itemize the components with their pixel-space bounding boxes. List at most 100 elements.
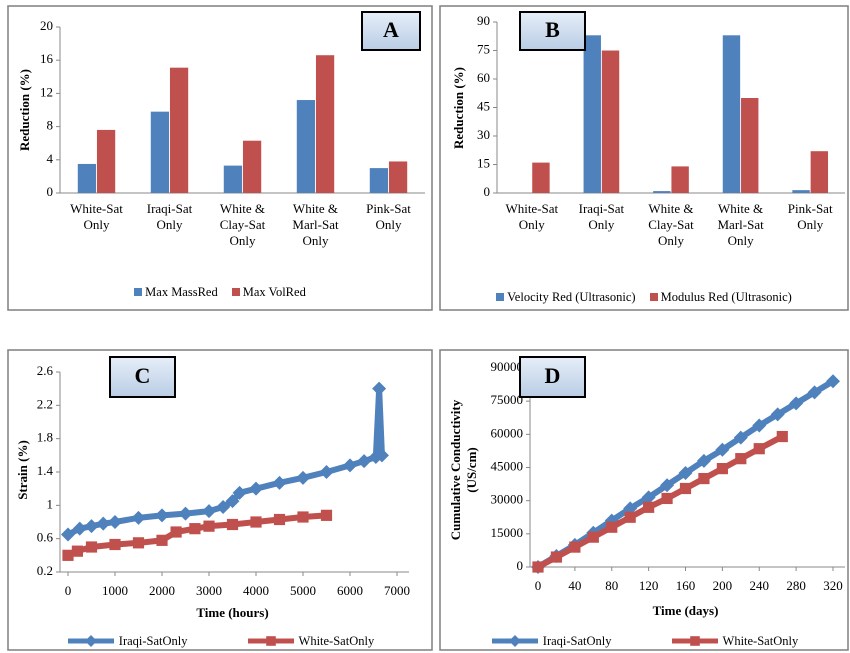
bar (792, 190, 810, 193)
bar (388, 161, 408, 193)
point (679, 482, 692, 495)
point (203, 520, 215, 532)
legend-item: Velocity Red (Ultrasonic) (496, 289, 636, 305)
y-tick-label: 75 (477, 41, 490, 56)
y-tick-label: 12 (40, 84, 53, 99)
y-axis-label: Reduction (%) (451, 67, 466, 149)
x-tick-label: 240 (750, 578, 770, 593)
legend-label: White-SatOnly (722, 633, 799, 648)
y-tick-label: 60000 (491, 425, 524, 440)
bar (77, 163, 97, 193)
y-tick-label: 0.6 (37, 530, 54, 545)
point (319, 465, 334, 479)
y-tick-label: 90000 (491, 359, 524, 374)
panel-tag: C (135, 363, 151, 388)
point (71, 545, 83, 557)
x-tick-label: 7000 (384, 583, 410, 598)
x-tick-label: Pink-Sat Only (787, 201, 833, 232)
bar (315, 55, 335, 193)
point (733, 430, 748, 445)
x-tick-label: 6000 (337, 583, 363, 598)
point (72, 521, 87, 536)
point (606, 521, 618, 533)
point (296, 470, 310, 485)
y-tick-label: 1.8 (37, 430, 53, 445)
point (624, 511, 636, 523)
point (84, 635, 97, 647)
point (374, 448, 389, 463)
legend-swatch (231, 288, 240, 296)
point (660, 478, 675, 493)
legend: Iraqi-SatOnly White-SatOnly (8, 632, 432, 650)
y-tick-label: 75000 (491, 392, 524, 407)
point (272, 475, 287, 490)
point (62, 549, 74, 561)
legend-label: Modulus Red (Ultrasonic) (660, 289, 792, 304)
legend-label: Velocity Red (Ultrasonic) (507, 289, 636, 304)
point (770, 407, 785, 422)
panel-tag-box (109, 356, 176, 398)
legend-item: White-SatOnly (246, 634, 374, 649)
y-axis-label: Reduction (%) (17, 69, 32, 151)
y-tick-label: 45000 (491, 458, 524, 473)
point (178, 506, 193, 521)
x-tick-label: 0 (535, 578, 542, 593)
point (508, 635, 521, 647)
point (696, 453, 711, 468)
point (84, 519, 99, 534)
x-axis-label: Time (days) (653, 603, 719, 618)
panel-border (7, 5, 433, 311)
series (62, 509, 333, 561)
point (641, 490, 656, 505)
panel-tag: D (545, 363, 561, 388)
point (715, 442, 730, 457)
y-tick-label: 20 (40, 18, 53, 33)
y-tick-label: 60 (477, 70, 490, 85)
point (587, 531, 599, 543)
point (85, 541, 98, 553)
point (170, 526, 182, 538)
point (661, 492, 673, 505)
x-tick-label: 4000 (243, 583, 269, 598)
point (108, 515, 122, 529)
point (789, 396, 804, 411)
y-tick-label: 1.4 (37, 463, 54, 478)
bar (722, 35, 741, 193)
x-tick-label: 280 (786, 578, 806, 593)
point (569, 541, 581, 553)
panel-border (439, 349, 849, 651)
x-tick-label: White & Marl-Sat Only (292, 201, 339, 248)
point (189, 523, 201, 535)
y-axis-label: Cumulative Conductivity (448, 399, 463, 540)
bar (296, 100, 316, 193)
point (132, 537, 145, 549)
y-tick-label: 0.2 (37, 563, 53, 578)
legend-label: Max VolRed (242, 284, 306, 299)
y-tick-label: 1 (47, 496, 54, 511)
legend-swatch (496, 293, 505, 301)
point (226, 518, 239, 531)
x-tick-label: White-Sat Only (70, 201, 123, 232)
point (96, 516, 111, 531)
y-tick-label: 15 (477, 155, 490, 170)
point (643, 501, 655, 513)
legend-label: Iraqi-SatOnly (542, 633, 612, 648)
x-tick-label: 5000 (290, 583, 316, 598)
legend-swatch (671, 636, 718, 646)
x-tick-label: 40 (568, 578, 581, 593)
point (202, 504, 216, 519)
panel-tag-box (361, 11, 421, 51)
legend: Iraqi-SatOnly White-SatOnly (440, 632, 848, 650)
y-tick-label: 0 (517, 558, 524, 573)
x-tick-label: 1000 (102, 583, 128, 598)
x-tick-label: 120 (639, 578, 659, 593)
legend-swatch (491, 635, 538, 647)
x-tick-label: 320 (823, 578, 843, 593)
x-tick-label: 160 (676, 578, 696, 593)
point (155, 508, 169, 523)
y-tick-label: 8 (47, 118, 54, 133)
point (156, 534, 168, 546)
y-tick-label: 90 (477, 13, 490, 28)
